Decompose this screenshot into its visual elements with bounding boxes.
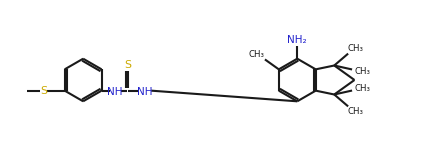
Text: CH₃: CH₃: [354, 84, 370, 93]
Text: NH₂: NH₂: [287, 35, 307, 45]
Text: CH₃: CH₃: [347, 107, 363, 116]
Text: CH₃: CH₃: [354, 67, 370, 76]
Text: NH: NH: [137, 87, 153, 97]
Text: S: S: [40, 86, 47, 96]
Text: S: S: [125, 60, 131, 70]
Text: CH₃: CH₃: [249, 50, 265, 59]
Text: NH: NH: [107, 87, 123, 97]
Text: CH₃: CH₃: [347, 44, 363, 53]
